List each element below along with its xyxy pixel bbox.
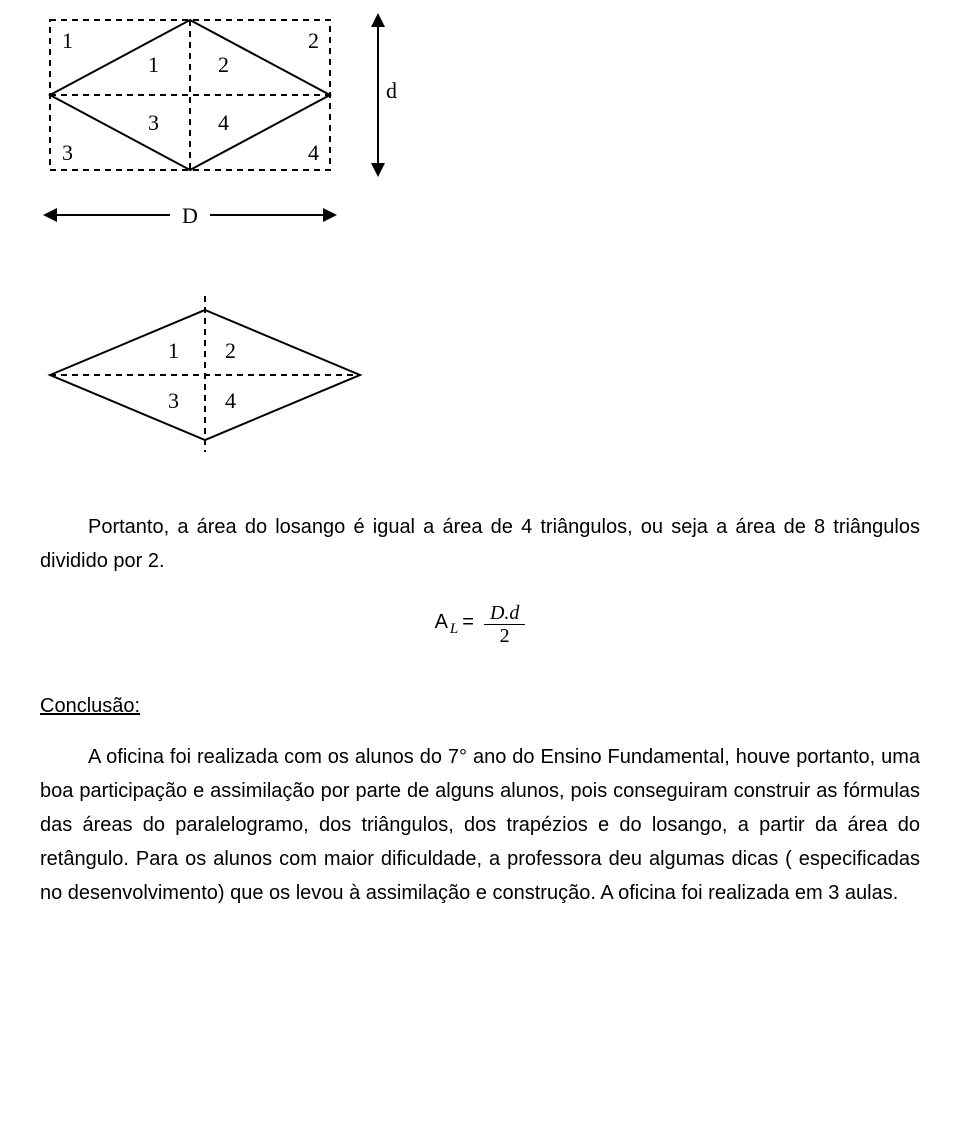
formula-fraction: D.d 2 xyxy=(484,602,525,647)
rhombus-in-rect-diagram: 1 2 3 4 1 2 3 4 d D xyxy=(40,10,420,260)
formula-A: A xyxy=(435,611,448,633)
svg-text:d: d xyxy=(386,78,397,103)
svg-text:D: D xyxy=(182,203,198,228)
svg-text:1: 1 xyxy=(62,28,73,53)
svg-text:3: 3 xyxy=(168,388,179,413)
formula-sub-L: L xyxy=(450,621,458,637)
area-formula: AL= D.d 2 xyxy=(40,602,920,647)
conclusion-body: A oficina foi realizada com os alunos do… xyxy=(40,740,920,910)
conclusion-heading: Conclusão: xyxy=(40,695,920,718)
svg-text:1: 1 xyxy=(168,338,179,363)
svg-text:2: 2 xyxy=(308,28,319,53)
svg-text:4: 4 xyxy=(218,110,229,135)
svg-text:2: 2 xyxy=(218,52,229,77)
svg-text:4: 4 xyxy=(225,388,236,413)
svg-text:3: 3 xyxy=(148,110,159,135)
svg-text:1: 1 xyxy=(148,52,159,77)
svg-text:2: 2 xyxy=(225,338,236,363)
formula-numerator: D.d xyxy=(484,602,525,625)
rhombus-diagram: 1 2 3 4 xyxy=(40,290,380,460)
formula-denominator: 2 xyxy=(494,625,516,647)
diagrams-region: 1 2 3 4 1 2 3 4 d D 1 2 3 4 xyxy=(40,10,920,460)
formula-equals: = xyxy=(462,611,474,633)
svg-text:4: 4 xyxy=(308,140,319,165)
svg-text:3: 3 xyxy=(62,140,73,165)
intro-paragraph: Portanto, a área do losango é igual a ár… xyxy=(40,510,920,578)
